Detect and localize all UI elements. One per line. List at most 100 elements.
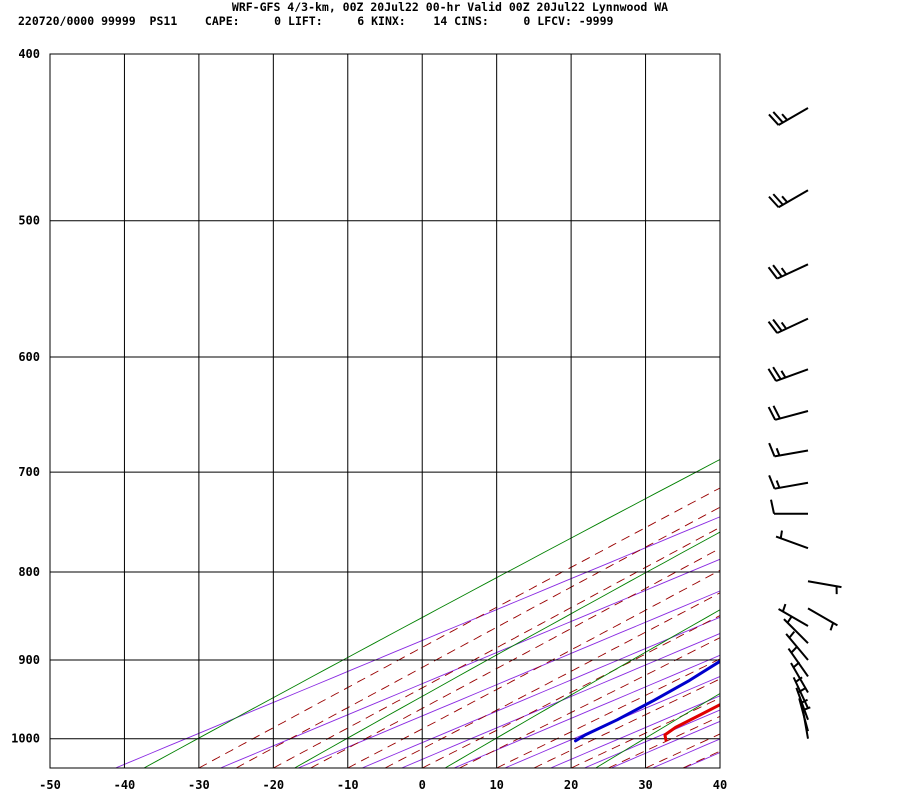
wind-barb [767, 317, 809, 334]
chart-subtitle: 220720/0000 99999 PS11 CAPE: 0 LIFT: 6 K… [18, 14, 614, 28]
wind-barb-half-flag [780, 321, 788, 330]
moist-adiabat [645, 733, 720, 768]
wind-barb-flag [772, 405, 781, 419]
mixing-ratio-line [550, 695, 720, 768]
dry-adiabat-lines [143, 54, 900, 768]
pressure-tick-label: 900 [18, 653, 40, 667]
mixing-ratio-line [401, 633, 720, 768]
dry-adiabat [746, 54, 900, 768]
dewpoint-trace [574, 659, 720, 743]
plot-frame [49, 53, 721, 769]
wind-barb-staff [783, 618, 809, 644]
mixing-ratio-line [453, 654, 720, 768]
wind-barb-staff [790, 662, 809, 693]
wind-barb-half-flag [829, 622, 835, 631]
wind-barb-flag [768, 195, 780, 208]
wind-barb-flag [767, 266, 778, 280]
wind-barb-half-flag [781, 603, 787, 612]
wind-barb-staff [774, 481, 809, 490]
wind-barb-staff [774, 449, 809, 458]
wind-barb-half-flag [775, 447, 781, 456]
chart-title: WRF-GFS 4/3-km, 00Z 20Jul22 00-hr Valid … [232, 0, 668, 14]
wind-barb [768, 442, 809, 458]
wind-barb [792, 676, 809, 709]
wind-barb-staff [775, 368, 809, 382]
wind-barb-staff [795, 687, 809, 721]
wind-barb-staff [778, 107, 809, 126]
wind-barb [778, 603, 809, 627]
wind-barb-staff [778, 189, 809, 209]
wind-barb-half-flag [790, 646, 798, 654]
mixing-ratio-line [584, 709, 720, 768]
sounding-series [574, 659, 720, 743]
moist-adiabat [235, 506, 720, 768]
wind-barb-half-flag [779, 530, 783, 539]
moist-adiabat [198, 487, 720, 768]
wind-barb-half-flag [788, 631, 796, 639]
temperature-tick-label: 30 [638, 778, 652, 792]
mixing-ratio-line [220, 558, 720, 768]
pressure-tick-label: 600 [18, 350, 40, 364]
wind-barb [767, 405, 809, 421]
wind-barb [807, 580, 842, 595]
temperature-tick-label: -30 [188, 778, 210, 792]
pressure-tick-label: 700 [18, 465, 40, 479]
wind-barb-half-flag [780, 267, 788, 276]
mixing-ratio-line [361, 616, 720, 768]
wind-barb-flag [770, 499, 775, 514]
wind-barb [783, 615, 809, 644]
wind-barb-half-flag [775, 480, 781, 489]
temperature-tick-label: -50 [39, 778, 61, 792]
temperature-tick-labels: -50 -40 -30 -20 -10 0 10 20 30 40 [39, 778, 727, 792]
temperature-tick-label: 10 [489, 778, 503, 792]
wind-barb [768, 107, 809, 126]
wind-barb-half-flag [780, 370, 787, 379]
moist-adiabat [422, 614, 720, 768]
mixing-ratio-line [115, 516, 720, 768]
moist-adiabat [273, 526, 720, 768]
wind-barb-staff [778, 608, 809, 627]
wind-barb-staff [775, 535, 809, 550]
moist-adiabat [310, 547, 720, 768]
pressure-tick-label: 500 [18, 214, 40, 228]
wind-barb-flag [772, 366, 782, 380]
pressure-tick-label: 1000 [11, 732, 40, 746]
wind-barb-staff [798, 698, 809, 732]
wind-barb [785, 631, 809, 661]
moist-adiabat [608, 715, 720, 768]
plot-area [50, 54, 900, 768]
temperature-tick-label: 0 [419, 778, 426, 792]
wind-barb-flag [772, 264, 783, 278]
wind-barb [768, 189, 809, 209]
wind-barb-flag [772, 111, 784, 124]
temperature-tick-label: -10 [337, 778, 359, 792]
wind-barb-flag [767, 368, 777, 382]
wind-barb-staff [776, 317, 809, 334]
moist-adiabat [459, 637, 720, 768]
wind-barbs [767, 107, 842, 739]
pressure-tick-label: 800 [18, 565, 40, 579]
wind-barb [807, 607, 838, 631]
wind-barb-staff [774, 410, 809, 421]
moist-adiabat-lines [198, 487, 720, 768]
wind-barb-flag [767, 320, 778, 334]
moist-adiabat [719, 767, 720, 768]
wind-barb [770, 499, 808, 515]
dry-adiabat [294, 531, 720, 768]
wind-barb [775, 530, 809, 550]
mixing-ratio-lines [115, 516, 720, 768]
wind-barb-staff [787, 647, 809, 677]
pressure-tick-labels: 400 500 600 700 800 900 1000 [11, 47, 40, 746]
temperature-tick-label: 20 [564, 778, 578, 792]
moist-adiabat [496, 658, 720, 768]
moist-adiabat [570, 697, 720, 768]
wind-barb [768, 475, 809, 490]
wind-barb-flag [772, 193, 784, 206]
wind-barb [767, 366, 809, 382]
wind-barb-half-flag [781, 113, 788, 121]
grid-lines [50, 54, 720, 768]
temperature-tick-label: 40 [713, 778, 727, 792]
wind-barb-staff [776, 263, 809, 280]
wind-barb-half-flag [781, 195, 788, 203]
temperature-tick-label: -40 [114, 778, 136, 792]
